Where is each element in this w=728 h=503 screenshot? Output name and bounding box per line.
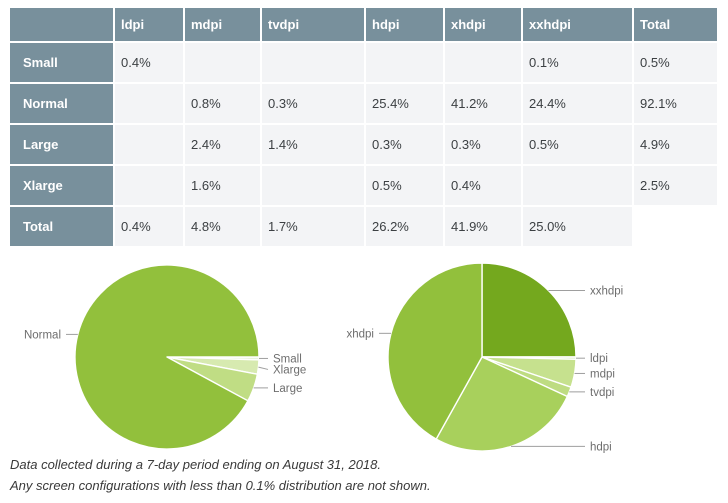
pie-label-xlarge: Xlarge	[273, 364, 306, 376]
cell-large-ldpi	[115, 125, 183, 164]
screen-config-table: ldpi mdpi tvdpi hdpi xhdpi xxhdpi Total Small 0.…	[10, 8, 717, 246]
cell-xlarge-total: 2.5%	[634, 166, 717, 205]
cell-normal-total: 92.1%	[634, 84, 717, 123]
pie-label-tvdpi: tvdpi	[590, 387, 614, 399]
footnote-line-1: Data collected during a 7-day period end…	[10, 457, 382, 472]
screen-densities-pie-chart: xxhdpi ldpi mdpi tvdpi hdpi xhdpi	[347, 262, 623, 453]
cell-large-total: 4.9%	[634, 125, 717, 164]
row-header-total: Total	[10, 207, 113, 246]
cell-large-xxhdpi: 0.5%	[523, 125, 632, 164]
cell-small-xhdpi	[445, 43, 521, 82]
cell-normal-hdpi: 25.4%	[366, 84, 443, 123]
cell-small-total: 0.5%	[634, 43, 717, 82]
cell-normal-xhdpi: 41.2%	[445, 84, 521, 123]
cell-total-xxhdpi: 25.0%	[523, 207, 632, 246]
cell-xlarge-tvdpi	[262, 166, 364, 205]
table-corner-cell	[10, 8, 113, 41]
cell-xlarge-hdpi: 0.5%	[366, 166, 443, 205]
column-header-ldpi: ldpi	[115, 8, 183, 41]
cell-large-mdpi: 2.4%	[185, 125, 260, 164]
column-header-xhdpi: xhdpi	[445, 8, 521, 41]
cell-xlarge-xhdpi: 0.4%	[445, 166, 521, 205]
cell-small-tvdpi	[262, 43, 364, 82]
cell-large-xhdpi: 0.3%	[445, 125, 521, 164]
cell-total-total	[634, 207, 717, 246]
cell-total-ldpi: 0.4%	[115, 207, 183, 246]
pie-slice-xxhdpi[interactable]	[481, 262, 577, 358]
cell-xlarge-xxhdpi	[523, 166, 632, 205]
cell-small-ldpi: 0.4%	[115, 43, 183, 82]
row-header-xlarge: Xlarge	[10, 166, 113, 205]
pie-label-small: Small	[273, 353, 302, 365]
cell-normal-ldpi	[115, 84, 183, 123]
cell-total-mdpi: 4.8%	[185, 207, 260, 246]
column-header-xxhdpi: xxhdpi	[523, 8, 632, 41]
cell-large-tvdpi: 1.4%	[262, 125, 364, 164]
cell-small-xxhdpi: 0.1%	[523, 43, 632, 82]
cell-total-hdpi: 26.2%	[366, 207, 443, 246]
column-header-tvdpi: tvdpi	[262, 8, 364, 41]
cell-large-hdpi: 0.3%	[366, 125, 443, 164]
row-header-small: Small	[10, 43, 113, 82]
pie-label-ldpi: ldpi	[590, 353, 608, 365]
pie-slice-normal[interactable]	[74, 264, 260, 450]
row-header-normal: Normal	[10, 84, 113, 123]
cell-small-mdpi	[185, 43, 260, 82]
pie-label-normal: Normal	[24, 329, 61, 341]
footnote-line-2: Any screen configurations with less than…	[10, 478, 431, 493]
pie-label-mdpi: mdpi	[590, 368, 615, 380]
cell-total-xhdpi: 41.9%	[445, 207, 521, 246]
column-header-Total: Total	[634, 8, 717, 41]
cell-normal-xxhdpi: 24.4%	[523, 84, 632, 123]
pie-slice-xhdpi[interactable]	[387, 262, 483, 440]
column-header-mdpi: mdpi	[185, 8, 260, 41]
row-header-large: Large	[10, 125, 113, 164]
pie-label-large: Large	[273, 383, 302, 395]
pie-label-xxhdpi: xxhdpi	[590, 286, 623, 298]
pie-label-hdpi: hdpi	[590, 441, 612, 453]
callout-line-xlarge	[258, 366, 269, 370]
cell-normal-mdpi: 0.8%	[185, 84, 260, 123]
pie-label-xhdpi: xhdpi	[347, 328, 375, 340]
cell-xlarge-mdpi: 1.6%	[185, 166, 260, 205]
cell-small-hdpi	[366, 43, 443, 82]
cell-xlarge-ldpi	[115, 166, 183, 205]
column-header-hdpi: hdpi	[366, 8, 443, 41]
footnote: Data collected during a 7-day period end…	[10, 454, 431, 496]
cell-total-tvdpi: 1.7%	[262, 207, 364, 246]
cell-normal-tvdpi: 0.3%	[262, 84, 364, 123]
